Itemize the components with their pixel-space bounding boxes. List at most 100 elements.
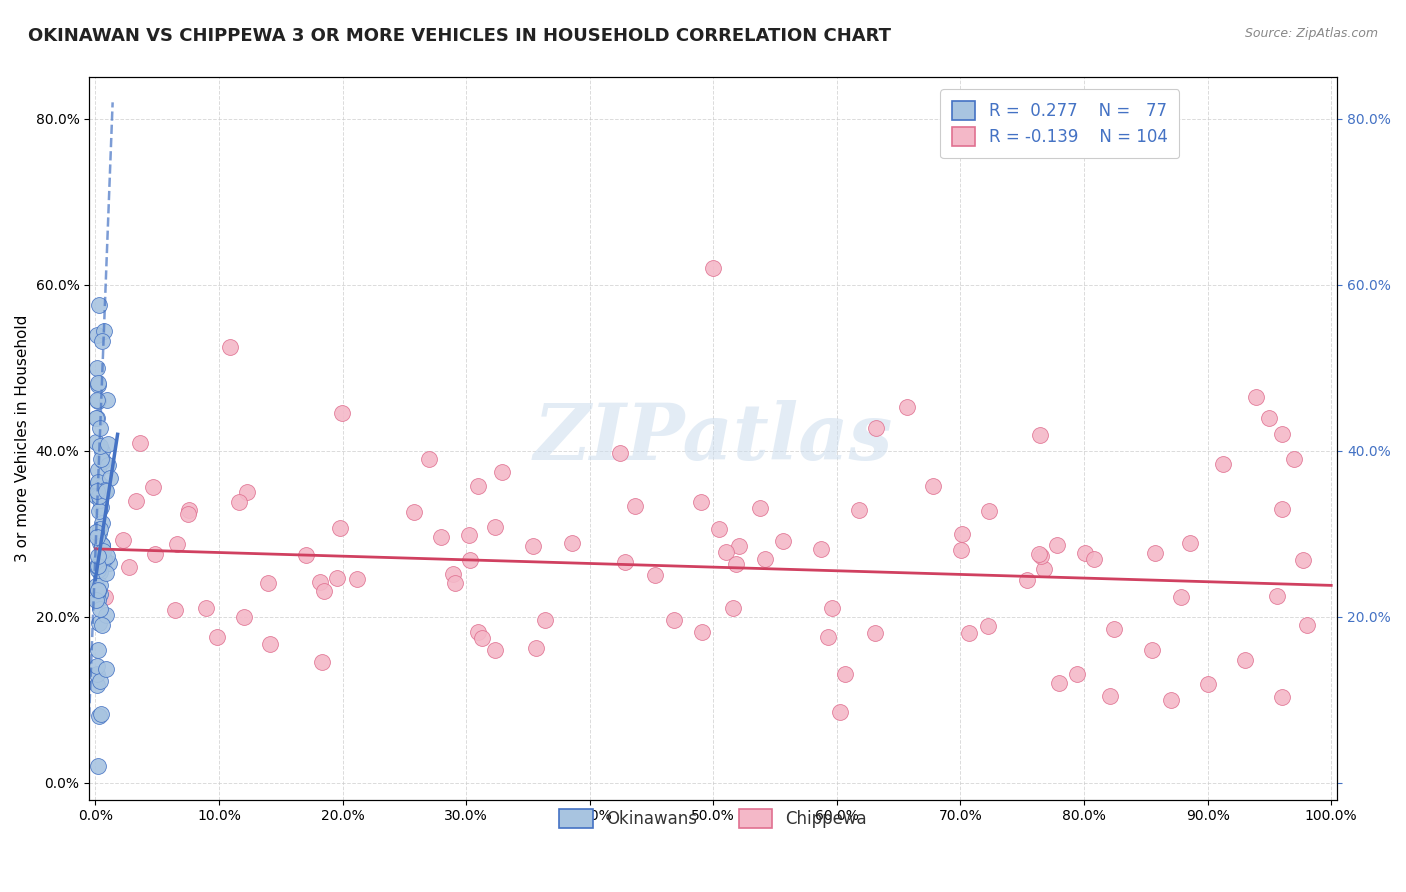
Point bbox=[86, 410, 108, 425]
Point bbox=[177, 503, 200, 517]
Point bbox=[87, 563, 110, 577]
Point bbox=[491, 465, 513, 479]
Point bbox=[93, 556, 115, 570]
Point bbox=[458, 528, 481, 542]
Point bbox=[93, 591, 115, 605]
Point bbox=[86, 392, 108, 407]
Point bbox=[1104, 622, 1126, 636]
Point bbox=[236, 484, 259, 499]
Point bbox=[330, 406, 353, 420]
Point bbox=[1271, 502, 1294, 516]
Point bbox=[94, 483, 117, 498]
Point bbox=[614, 555, 637, 569]
Point bbox=[89, 553, 111, 567]
Point bbox=[86, 583, 108, 598]
Point bbox=[128, 436, 150, 450]
Point bbox=[97, 436, 120, 450]
Point bbox=[817, 630, 839, 644]
Point bbox=[754, 551, 776, 566]
Point bbox=[90, 500, 112, 515]
Point bbox=[977, 619, 1000, 633]
Point bbox=[177, 507, 200, 521]
Point bbox=[86, 666, 108, 681]
Point bbox=[87, 482, 110, 496]
Point bbox=[467, 479, 489, 493]
Legend: Okinawans, Chippewa: Okinawans, Chippewa bbox=[553, 802, 873, 835]
Point bbox=[89, 439, 111, 453]
Point bbox=[949, 543, 972, 558]
Point bbox=[94, 483, 117, 497]
Point bbox=[443, 575, 465, 590]
Point bbox=[125, 493, 148, 508]
Point bbox=[821, 600, 844, 615]
Point bbox=[86, 659, 108, 673]
Point bbox=[86, 360, 108, 375]
Point bbox=[96, 607, 118, 622]
Point bbox=[524, 641, 547, 656]
Point bbox=[471, 631, 494, 645]
Point bbox=[1015, 573, 1038, 587]
Point bbox=[91, 454, 114, 468]
Point bbox=[624, 499, 647, 513]
Point bbox=[1066, 667, 1088, 681]
Point bbox=[97, 458, 120, 473]
Point bbox=[534, 613, 557, 627]
Point bbox=[1212, 457, 1234, 471]
Point bbox=[90, 452, 112, 467]
Point bbox=[86, 327, 108, 342]
Point bbox=[87, 376, 110, 390]
Point bbox=[561, 536, 583, 550]
Point bbox=[90, 538, 112, 552]
Point bbox=[91, 544, 114, 558]
Point bbox=[1271, 427, 1294, 442]
Point bbox=[1083, 551, 1105, 566]
Point bbox=[93, 324, 115, 338]
Point bbox=[950, 526, 973, 541]
Point bbox=[86, 559, 108, 574]
Point bbox=[326, 571, 349, 585]
Point bbox=[1160, 693, 1182, 707]
Point bbox=[1144, 546, 1167, 560]
Point bbox=[96, 662, 118, 676]
Point bbox=[87, 394, 110, 409]
Point bbox=[90, 479, 112, 493]
Point bbox=[86, 489, 108, 503]
Point bbox=[834, 667, 856, 681]
Point bbox=[90, 516, 112, 531]
Point bbox=[1028, 428, 1050, 442]
Point bbox=[772, 534, 794, 549]
Point bbox=[458, 553, 481, 567]
Text: Source: ZipAtlas.com: Source: ZipAtlas.com bbox=[1244, 27, 1378, 40]
Point bbox=[87, 615, 110, 630]
Point bbox=[644, 568, 666, 582]
Point bbox=[165, 603, 187, 617]
Point bbox=[143, 547, 166, 561]
Point bbox=[484, 643, 506, 657]
Point bbox=[87, 463, 110, 477]
Point bbox=[87, 526, 110, 541]
Point bbox=[896, 400, 918, 414]
Point bbox=[96, 393, 118, 408]
Point bbox=[1295, 618, 1317, 632]
Point bbox=[1029, 549, 1052, 563]
Point bbox=[90, 334, 112, 349]
Point bbox=[84, 579, 107, 593]
Point bbox=[87, 489, 110, 503]
Point bbox=[90, 707, 112, 722]
Point bbox=[87, 487, 110, 501]
Point bbox=[89, 522, 111, 536]
Point bbox=[430, 530, 453, 544]
Point bbox=[1045, 538, 1067, 552]
Point bbox=[848, 503, 870, 517]
Point bbox=[98, 556, 121, 570]
Point bbox=[1246, 390, 1268, 404]
Point bbox=[259, 637, 281, 651]
Point bbox=[87, 486, 110, 500]
Point bbox=[91, 537, 114, 551]
Point bbox=[86, 582, 108, 597]
Point bbox=[692, 625, 714, 640]
Point bbox=[418, 451, 440, 466]
Point bbox=[1282, 452, 1305, 467]
Point bbox=[87, 759, 110, 773]
Point bbox=[87, 475, 110, 490]
